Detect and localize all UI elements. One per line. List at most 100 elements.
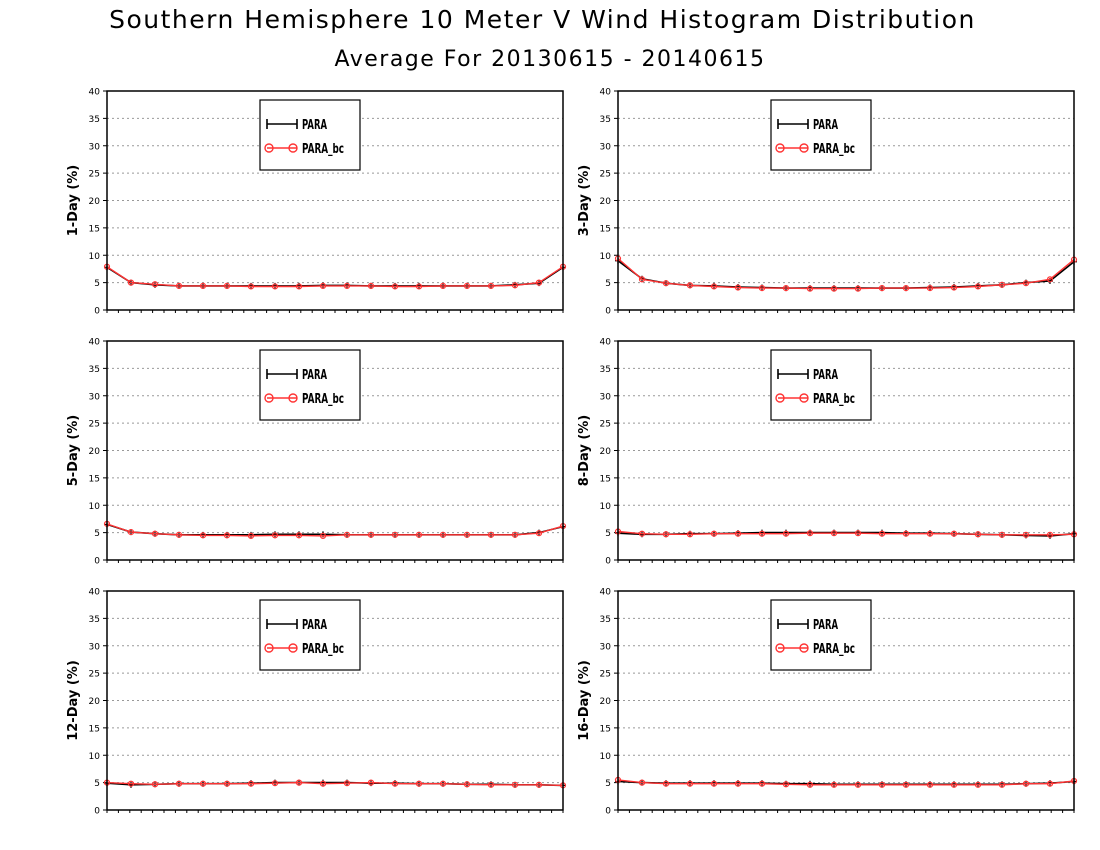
data-point-para-bc	[854, 530, 862, 537]
data-point-para-bc	[782, 781, 790, 788]
data-point-para-bc	[974, 283, 982, 290]
data-point-para-bc	[950, 284, 958, 291]
data-point-para-bc	[878, 285, 886, 292]
legend-marker-para-bc	[264, 393, 274, 403]
data-point-para-bc	[830, 285, 838, 292]
plot-frame	[617, 590, 1075, 811]
data-point-para-bc	[295, 532, 303, 539]
y-tick-label: 15	[89, 724, 100, 734]
y-tick-label: 35	[600, 115, 611, 125]
data-point-para-bc	[902, 530, 910, 537]
data-point-para-bc	[535, 279, 543, 286]
y-tick-label: 5	[605, 529, 611, 539]
chart-panel-1: 0 5 10 15 20 25 30 35 40 1-Day (%) PARA PARA_bc	[66, 88, 567, 317]
y-tick-label: 35	[89, 365, 100, 375]
data-point-para-bc	[686, 780, 694, 787]
legend-marker-para	[266, 369, 298, 379]
data-point-para-bc	[638, 530, 646, 537]
data-point-para-bc	[854, 781, 862, 788]
y-tick-label: 35	[89, 615, 100, 625]
data-point-para-bc	[199, 282, 207, 290]
y-tick-label: 30	[600, 642, 612, 652]
data-point-para-bc	[367, 531, 375, 538]
y-tick-label: 20	[89, 197, 101, 207]
y-axis-label: 5-Day (%)	[66, 415, 81, 487]
series-line-para-bc	[106, 523, 564, 537]
legend-marker-para-bc	[799, 643, 809, 653]
legend-box	[259, 349, 361, 421]
data-point-para-bc	[391, 780, 399, 787]
legend-marker-para-bc	[264, 143, 274, 153]
y-tick-label: 0	[94, 307, 100, 317]
y-tick-label: 20	[600, 697, 612, 707]
data-point-para-bc	[127, 528, 135, 536]
data-point-para-bc	[1046, 531, 1054, 538]
data-point-para-bc	[319, 780, 327, 787]
series-line-para-bc	[106, 266, 564, 288]
chart-panel-4: 0 5 10 15 20 25 30 35 40 8-Day (%) PARA PARA_bc	[577, 338, 1078, 567]
series-line-para-bc	[617, 530, 1075, 536]
data-point-para-bc	[463, 781, 471, 788]
data-point-para-bc	[758, 285, 766, 292]
legend-marker-para-bc	[775, 643, 785, 653]
data-point-para-bc	[902, 781, 910, 788]
legend-box	[259, 599, 361, 671]
data-point-para-bc	[511, 781, 519, 788]
data-point-para-bc	[806, 530, 814, 537]
data-point-para-bc	[758, 780, 766, 787]
data-point-para-bc	[391, 283, 399, 290]
y-tick-label: 40	[600, 338, 612, 348]
data-point-para-bc	[367, 779, 375, 786]
legend-marker-para-bc	[799, 393, 809, 403]
legend-label: PARA_bc	[302, 142, 344, 157]
data-point-para-bc	[199, 532, 207, 539]
y-axis-label: 8-Day (%)	[577, 415, 592, 487]
y-tick-label: 20	[600, 197, 612, 207]
data-point-para-bc	[710, 530, 718, 537]
y-tick-label: 20	[89, 447, 101, 457]
data-point-para-bc	[1046, 780, 1054, 787]
plot-frame	[617, 90, 1075, 311]
data-point-para-bc	[151, 781, 159, 788]
y-tick-label: 10	[600, 252, 612, 262]
y-tick-label: 15	[600, 224, 611, 234]
y-tick-label: 0	[94, 807, 100, 817]
legend: PARA PARA_bc	[259, 349, 361, 421]
series-line-para	[106, 523, 564, 536]
data-point-para-bc	[415, 780, 423, 787]
data-point-para-bc	[998, 781, 1006, 788]
y-tick-label: 15	[89, 224, 100, 234]
legend-label: PARA	[813, 368, 838, 383]
y-tick-label: 15	[600, 724, 611, 734]
legend-marker-para	[777, 619, 809, 629]
legend-marker-para-bc	[775, 393, 785, 403]
data-point-para-bc	[926, 530, 934, 537]
data-point-para-bc	[127, 279, 135, 286]
data-point-para-bc	[926, 781, 934, 788]
data-point-para-bc	[662, 280, 670, 287]
data-point-para-bc	[758, 530, 766, 537]
data-point-para-bc	[127, 780, 135, 787]
y-tick-label: 0	[605, 307, 611, 317]
legend-label: PARA_bc	[302, 642, 344, 657]
y-tick-label: 5	[94, 279, 100, 289]
legend-marker-para-bc	[288, 643, 298, 653]
legend-label: PARA	[302, 618, 327, 633]
y-axis-label: 16-Day (%)	[577, 660, 592, 741]
legend-label: PARA	[813, 618, 838, 633]
y-tick-label: 25	[600, 670, 611, 680]
data-point-para-bc	[319, 532, 327, 540]
y-tick-label: 30	[89, 392, 101, 402]
chart-panel-3: 0 5 10 15 20 25 30 35 40 5-Day (%) PARA PARA_bc	[66, 338, 567, 567]
legend-label: PARA_bc	[813, 392, 855, 407]
data-point-para-bc	[343, 282, 351, 290]
data-point-para-bc	[902, 285, 910, 292]
y-tick-label: 10	[600, 752, 612, 762]
legend-marker-para	[777, 119, 809, 129]
y-tick-label: 20	[600, 447, 612, 457]
data-point-para-bc	[151, 530, 159, 537]
data-point-para-bc	[638, 779, 646, 786]
y-tick-label: 25	[89, 170, 100, 180]
y-tick-label: 5	[605, 779, 611, 789]
chart-panel-6: 0 5 10 15 20 25 30 35 40 16-Day (%) PARA PARA_bc	[577, 588, 1078, 817]
